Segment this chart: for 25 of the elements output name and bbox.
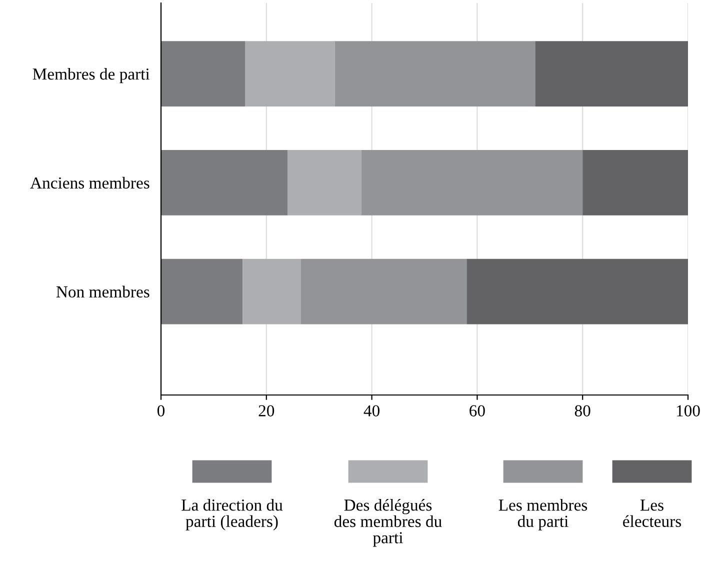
bar (334, 41, 536, 106)
bar (245, 41, 335, 106)
bar (582, 150, 688, 216)
y-tick-label: Non membres (56, 286, 150, 298)
bar (161, 258, 243, 324)
x-tick-label: 20 (258, 405, 274, 416)
legend-label: Des délégués des membres du parti (334, 499, 442, 547)
y-tick-label: Membres de parti (32, 68, 150, 84)
legend-label: Les électeurs (623, 500, 682, 527)
bar (300, 258, 467, 324)
bar (287, 150, 362, 216)
bar (361, 150, 583, 216)
bar (466, 258, 688, 324)
x-tick-label: 40 (364, 405, 380, 416)
x-tick-label: 100 (676, 405, 700, 416)
x-tick-label: 60 (470, 405, 485, 416)
y-tick-label: Anciens membres (30, 176, 150, 189)
x-tick-label: 0 (157, 405, 165, 416)
legend-label: La direction du parti (leaders) (182, 499, 283, 530)
bar (161, 41, 246, 106)
x-tick-label: 80 (574, 405, 590, 416)
legend-label: Les membres du parti (498, 499, 588, 530)
bar (242, 258, 301, 324)
bar (161, 150, 288, 216)
bar (535, 41, 688, 106)
